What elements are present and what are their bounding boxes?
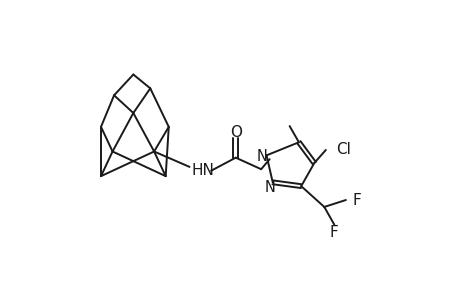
- Text: O: O: [229, 125, 241, 140]
- Text: HN: HN: [191, 163, 214, 178]
- Text: N: N: [256, 148, 267, 164]
- Text: F: F: [351, 193, 360, 208]
- Text: F: F: [329, 225, 338, 240]
- Text: N: N: [263, 180, 274, 195]
- Text: Cl: Cl: [335, 142, 350, 158]
